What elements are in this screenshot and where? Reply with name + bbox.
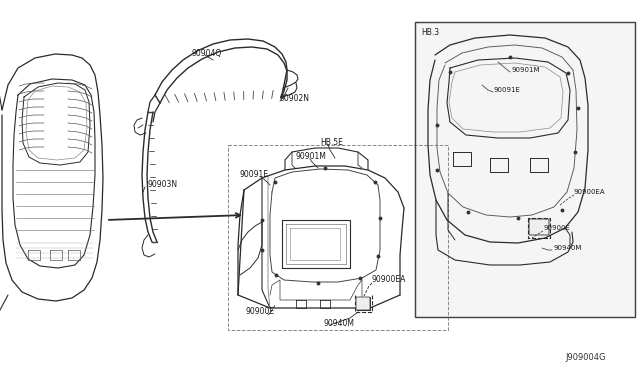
- Text: 90904Q: 90904Q: [191, 48, 221, 58]
- Text: 90900E: 90900E: [544, 225, 571, 231]
- Text: HB.5E: HB.5E: [320, 138, 343, 147]
- Bar: [415, 22, 635, 317]
- Text: 90091E: 90091E: [240, 170, 269, 179]
- Text: 90902N: 90902N: [280, 93, 310, 103]
- Text: 90900E: 90900E: [245, 308, 274, 317]
- Text: 90940M: 90940M: [323, 318, 354, 327]
- Text: J909004G: J909004G: [565, 353, 605, 362]
- Text: 90900EA: 90900EA: [574, 189, 605, 195]
- Bar: [228, 145, 448, 330]
- Text: HB.3: HB.3: [421, 28, 439, 36]
- Text: 90903N: 90903N: [147, 180, 177, 189]
- Text: 90901M: 90901M: [295, 151, 326, 160]
- Text: 90940M: 90940M: [553, 245, 581, 251]
- Text: 90901M: 90901M: [511, 67, 540, 73]
- FancyBboxPatch shape: [529, 219, 549, 235]
- Bar: [415, 22, 635, 317]
- Text: 90091E: 90091E: [494, 87, 521, 93]
- Text: 90900EA: 90900EA: [372, 276, 406, 285]
- FancyBboxPatch shape: [356, 297, 370, 310]
